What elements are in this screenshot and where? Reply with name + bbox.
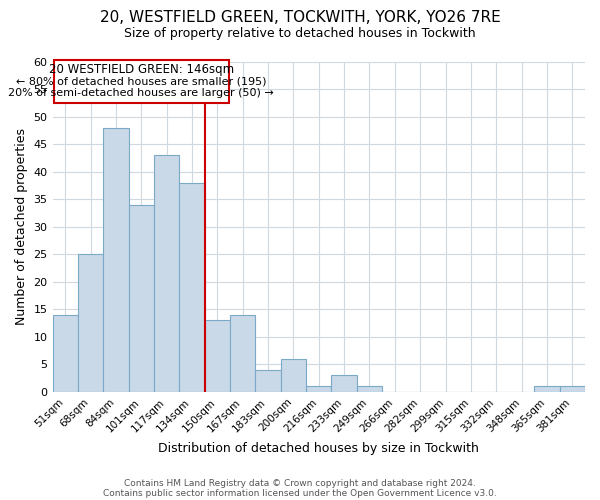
Bar	[357, 386, 382, 392]
Bar	[230, 315, 256, 392]
Bar	[103, 128, 128, 392]
Y-axis label: Number of detached properties: Number of detached properties	[15, 128, 28, 325]
Bar	[53, 315, 78, 392]
Bar	[179, 182, 205, 392]
Bar	[331, 376, 357, 392]
X-axis label: Distribution of detached houses by size in Tockwith: Distribution of detached houses by size …	[158, 442, 479, 455]
Bar	[281, 359, 306, 392]
Text: ← 80% of detached houses are smaller (195): ← 80% of detached houses are smaller (19…	[16, 76, 266, 86]
Bar	[256, 370, 281, 392]
Bar	[560, 386, 585, 392]
Bar	[128, 204, 154, 392]
Text: Contains public sector information licensed under the Open Government Licence v3: Contains public sector information licen…	[103, 488, 497, 498]
Bar	[534, 386, 560, 392]
Bar	[205, 320, 230, 392]
Text: 20, WESTFIELD GREEN, TOCKWITH, YORK, YO26 7RE: 20, WESTFIELD GREEN, TOCKWITH, YORK, YO2…	[100, 10, 500, 25]
Text: Size of property relative to detached houses in Tockwith: Size of property relative to detached ho…	[124, 28, 476, 40]
FancyBboxPatch shape	[54, 60, 229, 103]
Text: 20 WESTFIELD GREEN: 146sqm: 20 WESTFIELD GREEN: 146sqm	[49, 63, 234, 76]
Text: 20% of semi-detached houses are larger (50) →: 20% of semi-detached houses are larger (…	[8, 88, 274, 99]
Bar	[154, 155, 179, 392]
Bar	[78, 254, 103, 392]
Bar	[306, 386, 331, 392]
Text: Contains HM Land Registry data © Crown copyright and database right 2024.: Contains HM Land Registry data © Crown c…	[124, 478, 476, 488]
